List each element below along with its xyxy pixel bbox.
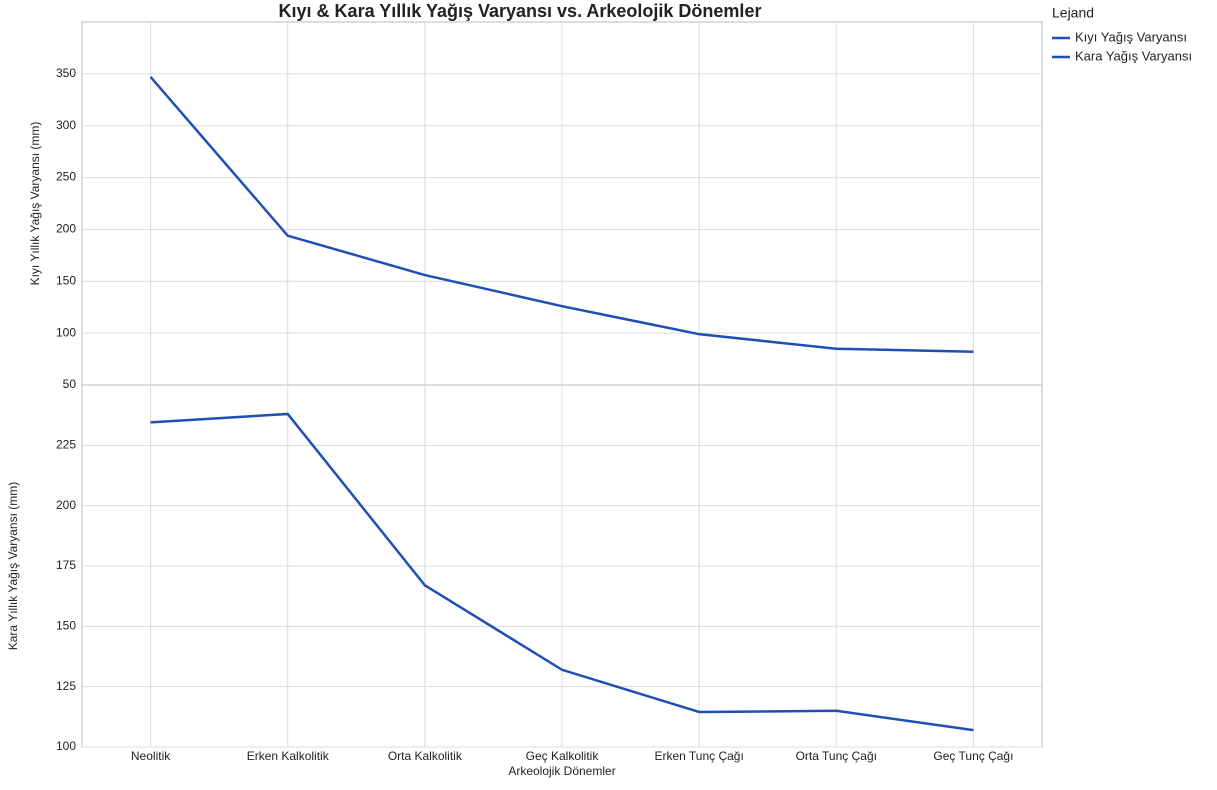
y-tick-label: 225 — [56, 438, 76, 452]
y-tick-label: 100 — [56, 325, 76, 339]
y-tick-label: 125 — [56, 679, 76, 693]
legend-label: Kara Yağış Varyansı — [1075, 48, 1192, 63]
legend-label: Kıyı Yağış Varyansı — [1075, 29, 1187, 44]
y-tick-label: 150 — [56, 273, 76, 287]
y-tick-label: 350 — [56, 66, 76, 80]
y-tick-label: 50 — [63, 377, 77, 391]
y-axis-label: Kıyı Yıllık Yağış Varyansı (mm) — [28, 122, 42, 286]
y-tick-label: 200 — [56, 498, 76, 512]
y-tick-label: 175 — [56, 558, 76, 572]
y-tick-label: 300 — [56, 118, 76, 132]
x-tick-label: Orta Kalkolitik — [388, 749, 463, 763]
y-tick-label: 100 — [56, 739, 76, 753]
chart-title: Kıyı & Kara Yıllık Yağış Varyansı vs. Ar… — [279, 1, 762, 21]
y-axis-label: Kara Yıllık Yağış Varyansı (mm) — [6, 482, 20, 651]
x-tick-label: Orta Tunç Çağı — [796, 749, 877, 763]
x-tick-label: Neolitik — [131, 749, 171, 763]
x-tick-label: Geç Kalkolitik — [526, 749, 600, 763]
x-tick-label: Geç Tunç Çağı — [933, 749, 1013, 763]
line-series — [150, 412, 974, 732]
x-axis-label: Arkeolojik Dönemler — [508, 764, 615, 778]
y-tick-label: 150 — [56, 619, 76, 633]
y-tick-label: 200 — [56, 222, 76, 236]
line-series — [149, 76, 974, 354]
legend-title: Lejand — [1052, 5, 1094, 21]
y-tick-label: 250 — [56, 170, 76, 184]
x-tick-label: Erken Tunç Çağı — [654, 749, 743, 763]
x-tick-label: Erken Kalkolitik — [247, 749, 330, 763]
